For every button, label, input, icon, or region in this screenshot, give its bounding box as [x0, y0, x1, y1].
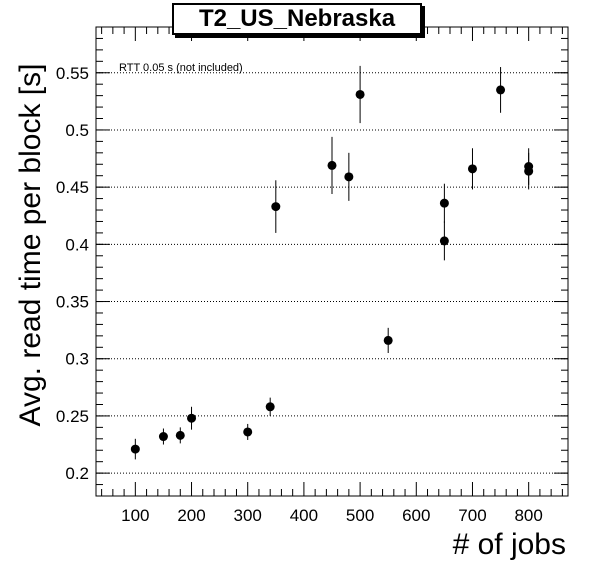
data-point	[524, 166, 534, 176]
data-point	[344, 172, 354, 182]
data-point	[467, 164, 477, 174]
x-tick-label: 400	[290, 506, 318, 525]
x-axis-label: # of jobs	[452, 528, 566, 561]
x-tick-label: 500	[346, 506, 374, 525]
y-tick-label: 0.2	[65, 464, 89, 483]
data-point	[265, 402, 275, 412]
x-tick-label: 800	[514, 506, 542, 525]
data-point	[327, 160, 337, 170]
tick-labels: 0.2 0.25 0.3 0.35 0.4 0.45 0.5 0.55 100 200 300 400…	[56, 64, 543, 525]
data-point	[175, 430, 185, 440]
data-point	[187, 413, 197, 423]
y-tick-label: 0.25	[56, 407, 89, 426]
x-tick-label: 600	[402, 506, 430, 525]
data-point	[439, 236, 449, 246]
axis-ticks	[96, 26, 568, 497]
x-tick-label: 700	[458, 506, 486, 525]
data-point	[496, 85, 506, 95]
data-points	[130, 65, 534, 460]
y-axis-label: Avg. read time per block [s]	[14, 63, 47, 427]
data-point	[271, 202, 281, 212]
x-tick-label: 300	[234, 506, 262, 525]
rtt-annotation: RTT 0.05 s (not included)	[119, 62, 243, 74]
data-point	[158, 432, 168, 442]
y-tick-label: 0.5	[65, 121, 89, 140]
y-tick-label: 0.3	[65, 350, 89, 369]
data-point	[130, 444, 140, 454]
y-tick-label: 0.35	[56, 293, 89, 312]
plot-frame	[95, 26, 569, 497]
grid-lines	[96, 72, 568, 474]
x-tick-label: 100	[121, 506, 149, 525]
y-tick-label: 0.45	[56, 178, 89, 197]
y-tick-label: 0.4	[65, 235, 89, 254]
data-point	[383, 335, 393, 345]
y-tick-label: 0.55	[56, 64, 89, 83]
data-point	[439, 198, 449, 208]
chart-title: T2_US_Nebraska	[172, 3, 422, 35]
data-point	[243, 427, 253, 437]
data-point	[355, 89, 365, 99]
x-tick-label: 200	[177, 506, 205, 525]
